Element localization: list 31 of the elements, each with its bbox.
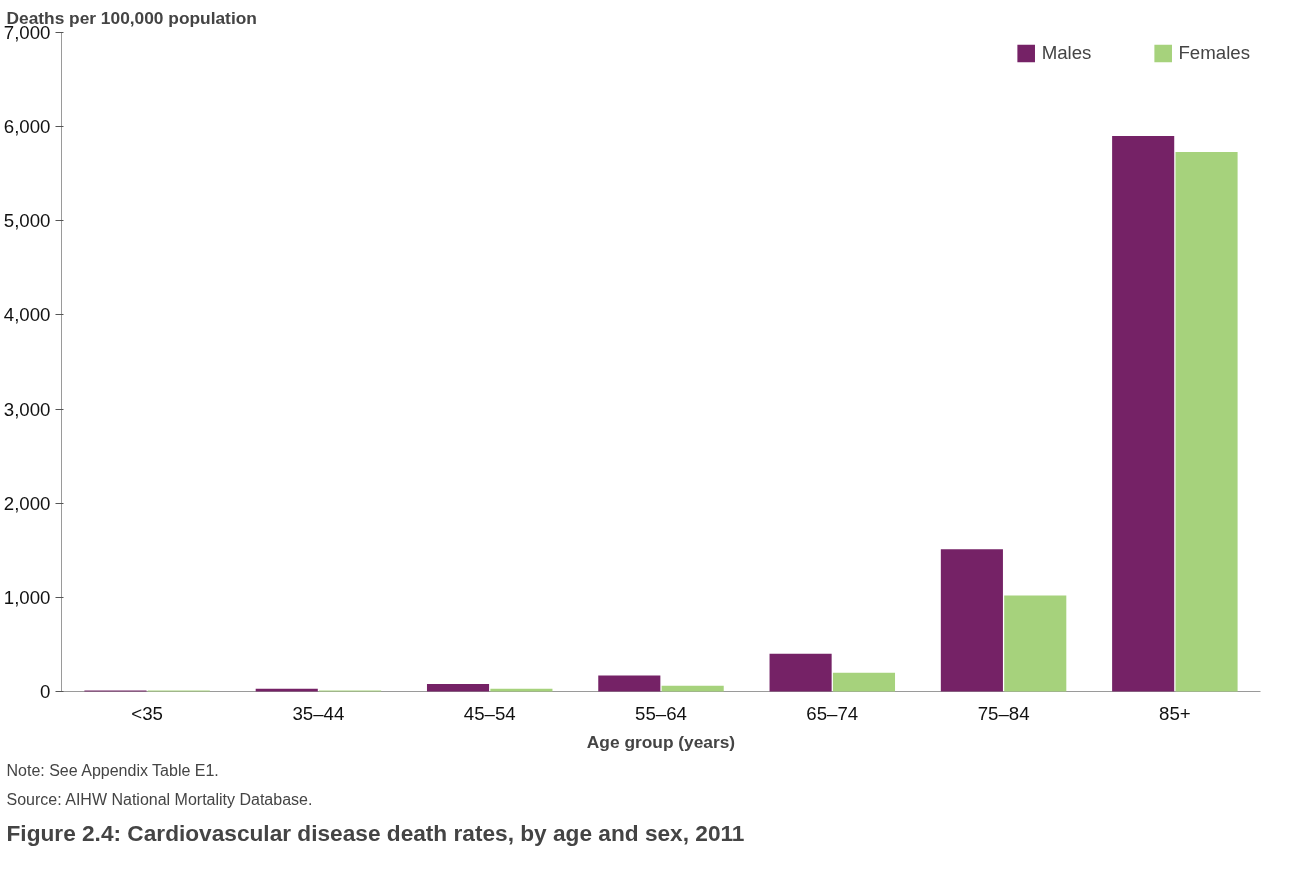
legend-label: Males: [1041, 42, 1092, 64]
bar: [255, 688, 318, 692]
x-axis-title: Age group (years): [586, 731, 736, 752]
y-tick-label: 2,000: [3, 492, 51, 514]
x-tick-label: 45–54: [463, 702, 516, 724]
bar: [832, 672, 896, 692]
bar: [769, 653, 832, 692]
y-tick-label: 0: [40, 681, 51, 702]
bar: [426, 683, 490, 692]
y-tick-label: 4,000: [3, 304, 51, 326]
text: Figure 2.4: Cardiovascular disease death rates, by age and sex, 2011: [6, 819, 745, 846]
bar: [1004, 595, 1067, 692]
source-note: Source: AIHW National Mortality Database.: [6, 790, 313, 808]
x-tick-label: <35: [131, 702, 163, 724]
bar: [940, 549, 1003, 692]
x-tick-label: 55–64: [635, 702, 687, 724]
text: Note: See Appendix Table E1.: [6, 761, 219, 779]
x-tick-label: 35–44: [292, 702, 345, 724]
y-tick-label: 5,000: [3, 210, 51, 232]
x-tick-label: 85+: [1159, 702, 1191, 724]
y-tick-label: 1,000: [3, 586, 51, 608]
bar: [661, 685, 724, 692]
x-tick-label: 75–84: [977, 702, 1030, 724]
bar: [1175, 152, 1238, 692]
bar: [490, 688, 553, 692]
y-tick-label: 3,000: [3, 398, 51, 420]
bar: [598, 675, 661, 692]
y-tick-label: 6,000: [3, 116, 51, 138]
legend-label: Females: [1178, 42, 1250, 64]
bar: [1112, 136, 1175, 692]
x-tick-label: 65–74: [806, 702, 859, 724]
